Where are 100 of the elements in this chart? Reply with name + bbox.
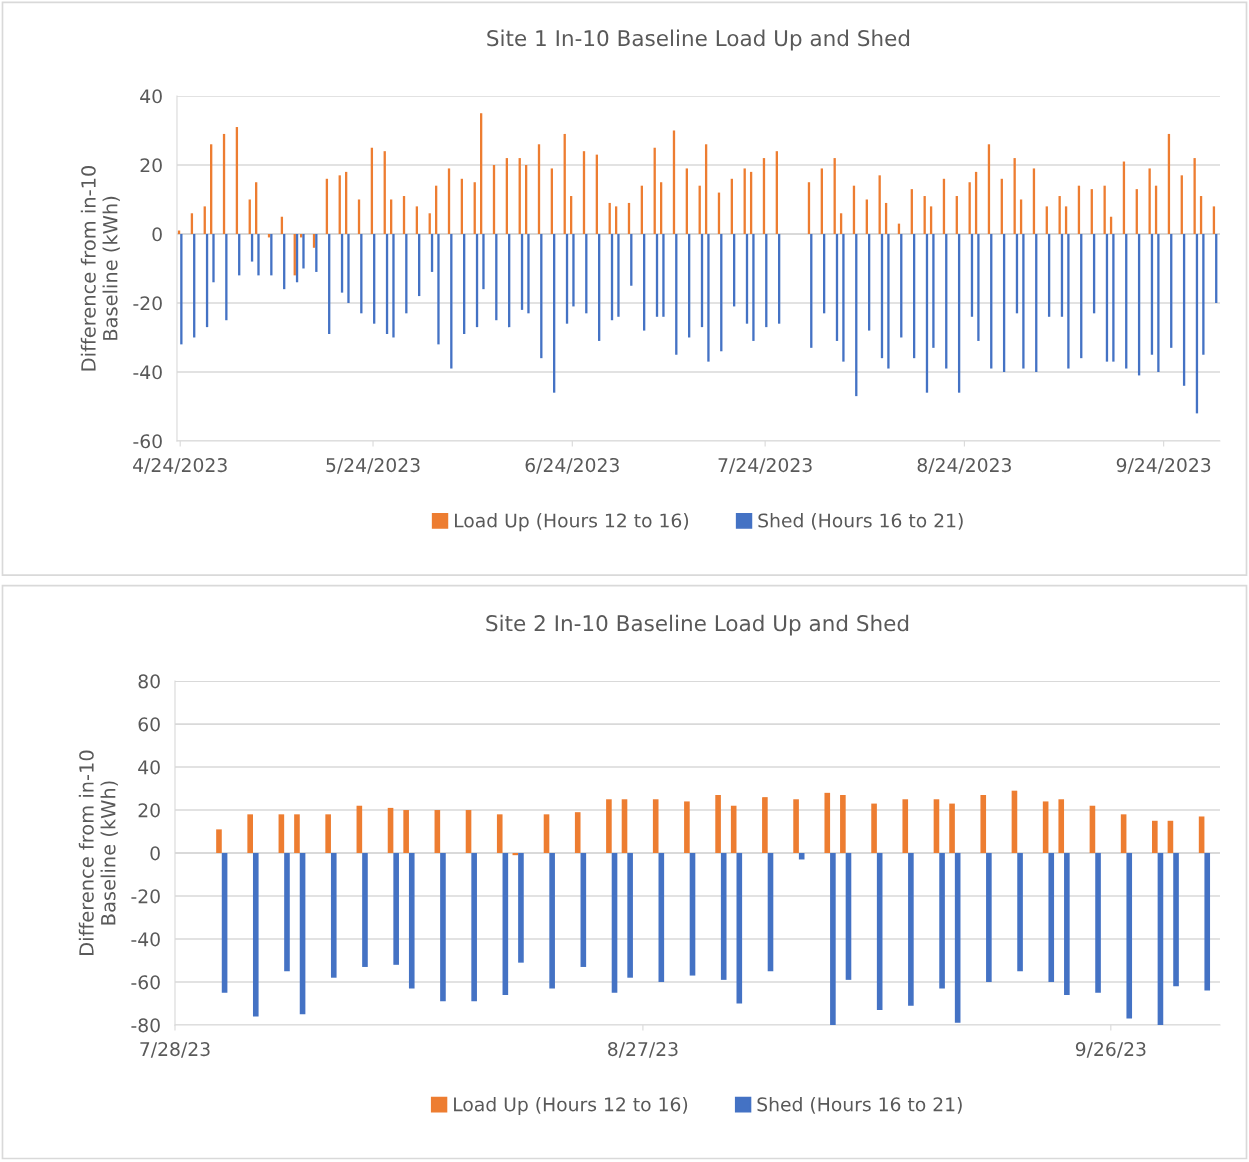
bar [252,853,259,1017]
bar [908,853,914,1006]
bar [1120,814,1127,854]
bar [1202,233,1205,355]
bar [986,853,992,983]
bar [902,799,909,854]
bar [977,233,980,341]
bar [403,810,409,854]
bar [1017,853,1023,972]
bar [225,233,228,321]
bar [762,797,768,854]
bar [1067,233,1070,369]
bar [347,233,350,303]
bar [278,814,285,854]
bar [707,233,710,362]
bar [1103,185,1106,234]
bar [949,803,955,854]
bar [1157,233,1160,372]
bar [180,233,183,345]
bar [871,803,877,854]
bar [408,853,415,989]
bar [1042,801,1049,854]
bar [294,814,300,854]
legend-label: Shed (Hours 16 to 21) [757,1096,962,1114]
bar [440,853,446,1002]
y-tick-label: 60 [138,717,160,732]
x-tick-label: 9/24/2023 [1116,457,1211,474]
bar [1064,853,1070,995]
bar [627,853,633,978]
x-tick-label: 5/24/2023 [326,457,420,474]
y-tick-label: 40 [138,760,160,775]
bar [980,794,987,854]
bar [617,233,620,317]
bar [574,812,581,854]
bar [393,853,399,965]
bar [247,814,253,854]
bar [1193,158,1196,234]
chart-title: Site 1 In-10 Baseline Load Up and Shed [487,29,910,51]
bar [720,853,727,980]
bar [752,233,755,341]
y-tick-label: 0 [150,846,160,861]
y-axis-title: Difference from in-10 Baseline (kWh) [78,750,118,955]
bar [325,814,331,854]
bar [606,799,612,854]
bar [527,233,530,314]
bar [1058,799,1065,854]
y-tick-label: -20 [131,889,160,904]
bar [284,853,290,972]
y-tick-label: -40 [131,932,160,947]
bar [496,814,503,854]
y-tick-label: -20 [133,296,162,311]
y-tick-label: 80 [138,674,160,689]
bar [736,853,743,1004]
bar [302,233,305,269]
bar [549,853,555,989]
bar [216,829,222,854]
bar [1095,853,1101,993]
bar [652,799,659,854]
bar [257,233,260,276]
bar [1204,853,1211,991]
legend-label: Load Up (Hours 12 to 16) [454,1096,688,1116]
bar [482,233,485,290]
legend-label: Shed (Hours 16 to 21) [758,513,963,530]
bar [518,853,524,963]
bar [842,233,845,362]
bar [684,801,690,854]
bar [932,233,935,348]
bar [212,233,215,283]
bar [1198,816,1205,854]
legend-label: Load Up (Hours 12 to 16) [455,513,689,532]
bar [437,233,440,345]
bar [1126,853,1133,1019]
y-tick-label: -80 [131,1018,160,1033]
y-tick-label: 20 [138,803,160,818]
bar [1048,853,1055,983]
bar [662,233,665,317]
y-tick-label: -60 [131,975,160,990]
bar [1058,196,1061,234]
bar [362,853,368,967]
y-axis-title: Difference from in-10 Baseline (kWh) [80,165,120,371]
x-tick-label: 7/28/23 [140,1042,210,1058]
bar [793,799,799,854]
y-tick-label: 40 [140,89,162,104]
bar [840,794,846,854]
bar [270,233,273,276]
bar [824,792,831,854]
bar [1152,820,1158,854]
y-tick-label: -40 [133,365,162,380]
x-tick-label: 7/24/2023 [718,457,812,474]
bar [1022,233,1025,369]
x-tick-label: 4/24/2023 [133,457,227,474]
bar [1112,233,1115,362]
y-tick-label: 20 [140,158,162,173]
x-tick-label: 9/26/23 [1075,1042,1146,1058]
bar [830,853,836,1025]
bar [572,233,575,307]
bar [471,853,477,1002]
bar [939,853,945,989]
bar [715,794,721,854]
x-tick-label: 8/27/23 [608,1042,678,1058]
